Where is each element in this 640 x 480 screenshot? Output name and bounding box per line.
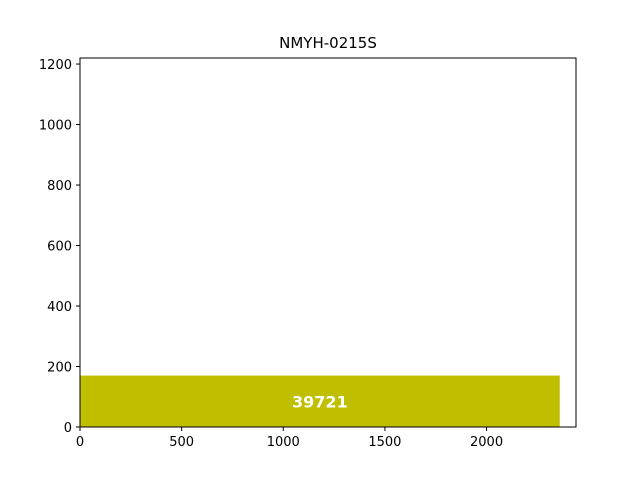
axes-layer: 0 500 1000 1500 2000 0 200 400 600 800 1000 1200 — [39, 57, 577, 450]
y-tick-label: 1200 — [39, 58, 72, 73]
y-tick-label: 600 — [47, 240, 72, 255]
x-tick-label: 2000 — [470, 435, 503, 450]
y-tick-label: 200 — [47, 361, 72, 376]
y-tick-label: 0 — [64, 421, 72, 436]
x-tick-label: 1500 — [368, 435, 401, 450]
x-tick-label: 1000 — [267, 435, 300, 450]
x-tick-label: 500 — [169, 435, 194, 450]
y-tick-label: 400 — [47, 300, 72, 315]
y-tick-label: 800 — [47, 179, 72, 194]
bar-0 — [80, 375, 560, 427]
x-tick-label: 0 — [76, 435, 84, 450]
bar-label-0: 39721 — [292, 392, 348, 411]
plot-frame — [79, 57, 577, 428]
bars-layer: 39721 — [80, 375, 560, 427]
chart-title: NMYH-0215S — [279, 34, 377, 52]
y-tick-label: 1000 — [39, 119, 72, 134]
